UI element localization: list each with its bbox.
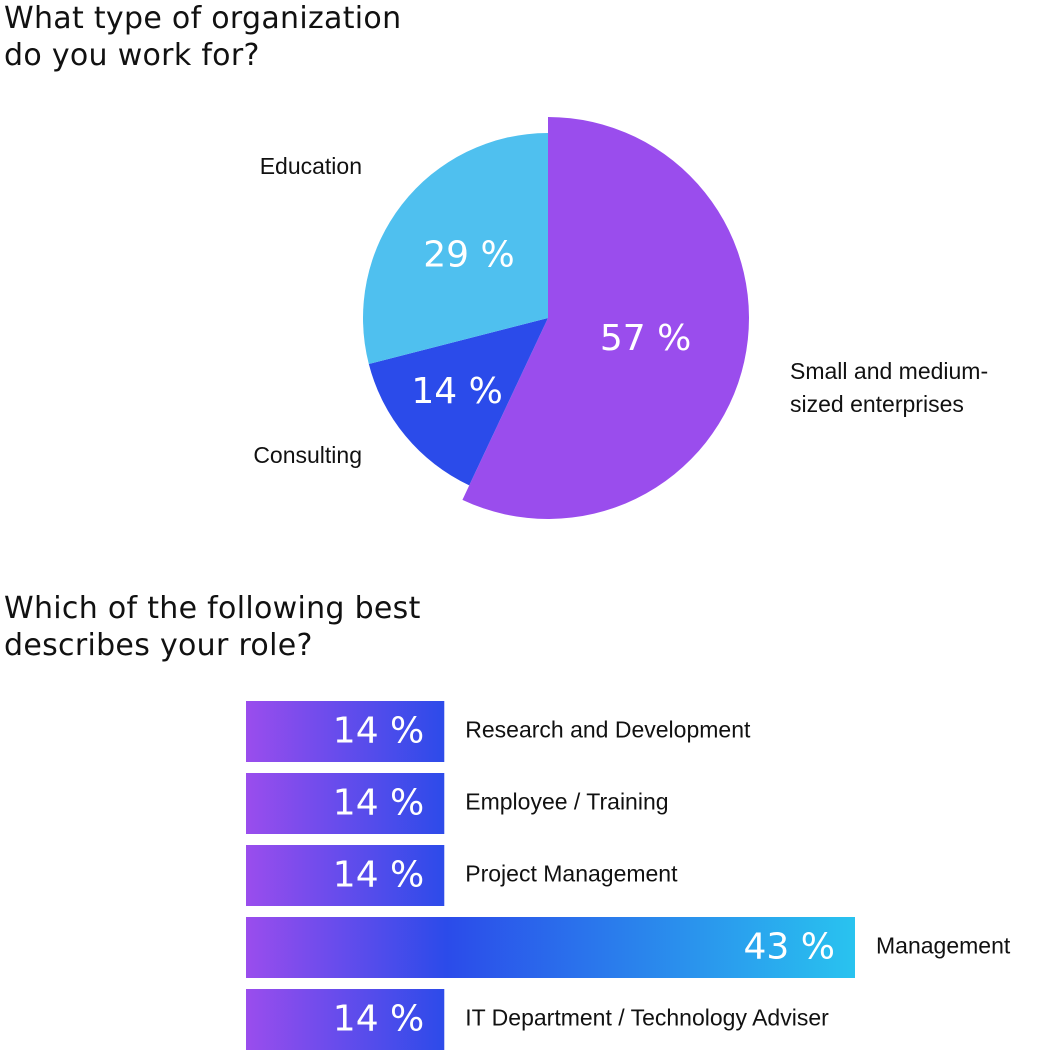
value-label: 14 % bbox=[333, 783, 424, 824]
value-label: 14 % bbox=[411, 371, 502, 412]
bar bbox=[246, 845, 445, 906]
category-label: Small and medium- sized enterprises bbox=[790, 358, 989, 417]
pie-slice bbox=[462, 117, 749, 519]
category-label: Management bbox=[876, 933, 1011, 959]
value-label: 29 % bbox=[423, 235, 514, 276]
value-label: 14 % bbox=[333, 999, 424, 1040]
category-label: Research and Development bbox=[465, 717, 751, 743]
value-label: 14 % bbox=[333, 855, 424, 896]
category-label: Project Management bbox=[465, 861, 678, 887]
category-label: Consulting bbox=[253, 442, 362, 468]
chart-title: What type of organization do you work fo… bbox=[4, 1, 402, 73]
value-label: 43 % bbox=[744, 927, 835, 968]
bar bbox=[246, 773, 445, 834]
pie-slice bbox=[362, 133, 548, 365]
category-label: Employee / Training bbox=[465, 789, 668, 815]
chart-title: Which of the following best describes yo… bbox=[4, 591, 421, 663]
category-label: Education bbox=[260, 153, 362, 179]
category-label: IT Department / Technology Adviser bbox=[465, 1005, 829, 1031]
bar bbox=[246, 701, 445, 762]
pie-slice bbox=[368, 318, 548, 486]
bar bbox=[246, 989, 445, 1050]
value-label: 57 % bbox=[600, 318, 691, 359]
value-label: 14 % bbox=[333, 711, 424, 752]
bar bbox=[246, 917, 855, 978]
